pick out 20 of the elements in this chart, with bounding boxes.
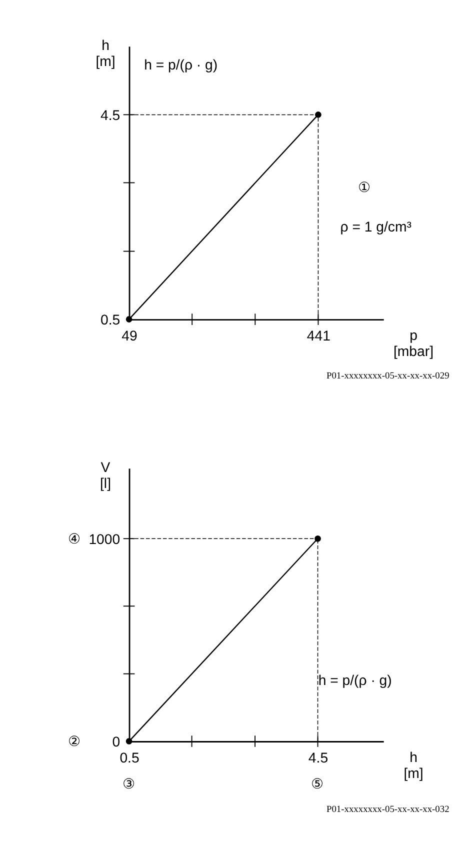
text: P01-xxxxxxxx-05-xx-xx-xx-029 xyxy=(326,372,450,382)
annotation: ρ = 1 g/cm³ xyxy=(340,218,412,235)
y-tick-label: 0 xyxy=(112,733,120,750)
y-tick-label: 1000 xyxy=(88,530,120,547)
text: ③ xyxy=(122,775,136,792)
x-tick-label: 49 xyxy=(122,327,138,344)
x-tick-label: 441 xyxy=(306,327,331,344)
text: ② xyxy=(68,732,81,749)
x-axis-title: p [mbar] xyxy=(394,327,434,360)
y-axis-title: V [l] xyxy=(100,458,111,491)
y-tick-label: 0.5 xyxy=(100,311,120,328)
y-axis-title: h [m] xyxy=(96,36,116,69)
annotation: ① xyxy=(358,179,372,196)
text: P01-xxxxxxxx-05-xx-xx-xx-032 xyxy=(326,804,450,815)
annotation: h = p/(ρ · g) xyxy=(144,56,218,73)
text: ⑤ xyxy=(310,775,324,792)
text: ④ xyxy=(68,530,81,546)
annotation: h = p/(ρ · g) xyxy=(318,672,392,688)
y-tick-label: 4.5 xyxy=(100,106,120,123)
x-axis-title: h [m] xyxy=(404,749,424,782)
